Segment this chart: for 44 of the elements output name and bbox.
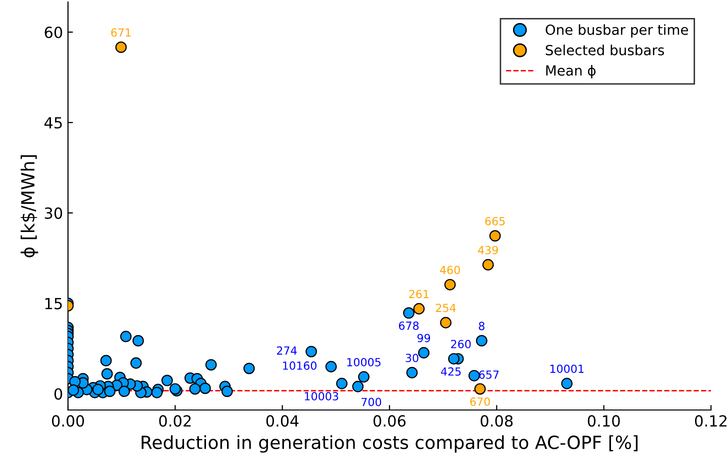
annotation: 10003 — [304, 392, 338, 400]
annotation: 274 — [276, 346, 297, 355]
annotation: 678 — [398, 322, 419, 330]
y-tick-label: 45 — [44, 117, 62, 129]
x-tick-label: 0.08 — [480, 415, 513, 427]
annotation: 30 — [406, 354, 418, 362]
point — [444, 278, 456, 290]
annotation: 670 — [470, 397, 490, 406]
annotation: 665 — [485, 216, 505, 226]
x-tick-label: 0.06 — [374, 415, 406, 427]
y-tick-label: 15 — [45, 298, 62, 310]
y-axis-title: ϕ [k$/MWh] — [20, 155, 38, 258]
x-tick-label: 0.04 — [266, 415, 298, 427]
point — [489, 230, 501, 242]
annotation: 260 — [451, 340, 471, 348]
point — [440, 316, 452, 328]
y-tick-label: 30 — [44, 207, 62, 219]
point — [413, 303, 425, 314]
x-axis-title: Reduction in generation costs compared to AC-OPF [%] — [142, 435, 638, 453]
x-tick-label: 0.12 — [695, 415, 726, 427]
annotation: 10160 — [283, 361, 316, 370]
legend-label: One busbar per time — [546, 24, 688, 38]
legend-label: Mean ϕ — [546, 64, 596, 78]
x-tick-label: 0.02 — [159, 415, 191, 427]
annotation: 99 — [417, 334, 430, 342]
point — [474, 383, 486, 395]
annotation: 10001 — [550, 364, 584, 373]
annotation: 700 — [362, 398, 382, 406]
annotation: 460 — [440, 266, 460, 274]
legend-label: Selected busbars — [546, 44, 664, 56]
annotation: 657 — [479, 370, 499, 379]
annotation: 439 — [478, 246, 498, 254]
annotation: 10005 — [347, 358, 380, 366]
annotation: 254 — [436, 304, 456, 312]
annotation: 8 — [478, 322, 484, 330]
y-tick-label: 0 — [54, 388, 62, 400]
x-tick-label: 0.00 — [52, 415, 84, 427]
annotation: 671 — [111, 28, 131, 37]
y-tick-label: 60 — [44, 26, 62, 38]
annotation: 425 — [440, 367, 461, 376]
annotation: 261 — [409, 290, 429, 298]
point — [115, 41, 127, 53]
x-tick-label: 0.10 — [588, 415, 620, 427]
point — [482, 259, 494, 270]
